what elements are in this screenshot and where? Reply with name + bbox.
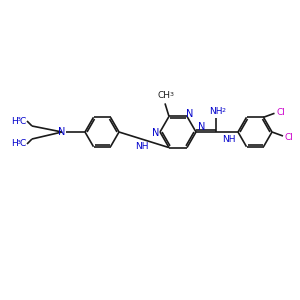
Text: 3: 3 (170, 92, 174, 98)
Text: Cl: Cl (276, 108, 285, 117)
Text: C: C (20, 116, 26, 125)
Text: 3: 3 (17, 117, 21, 122)
Text: NH: NH (209, 106, 223, 116)
Text: 3: 3 (17, 140, 21, 145)
Text: N: N (58, 127, 66, 137)
Text: C: C (20, 140, 26, 148)
Text: 2: 2 (222, 108, 226, 113)
Text: NH: NH (135, 142, 149, 151)
Text: N: N (152, 128, 160, 138)
Text: H: H (12, 140, 18, 148)
Text: N: N (186, 110, 194, 119)
Text: NH: NH (222, 134, 236, 143)
Text: CH: CH (158, 91, 170, 100)
Text: Cl: Cl (285, 133, 293, 142)
Text: H: H (12, 116, 18, 125)
Text: N: N (198, 122, 206, 132)
